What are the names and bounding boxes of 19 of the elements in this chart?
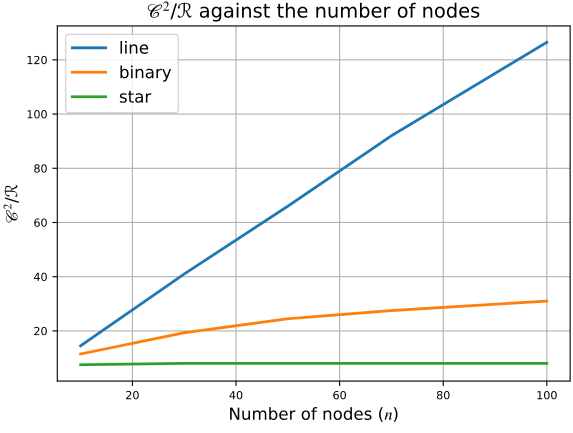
y-tick-label: 60: [34, 218, 47, 227]
y-tick-label: 80: [34, 164, 47, 173]
y-tick-label: 20: [34, 326, 47, 336]
x-tick-label: 60: [333, 390, 346, 400]
legend-label: star: [120, 90, 152, 103]
chart-title: 𝒞$^{2}$/ℛ against the number of nodes: [148, 2, 480, 22]
x-tick-label: 20: [126, 390, 139, 400]
y-tick-label: 100: [28, 110, 47, 118]
line-series: [79, 40, 548, 348]
x-tick-label: 80: [436, 390, 450, 400]
x-tick-label: 100: [537, 390, 557, 400]
legend-label: line: [120, 40, 148, 54]
y-tick-label: 120: [28, 56, 47, 64]
line-series: [79, 300, 548, 356]
x-axis-title: Number of nodes (𝑛): [230, 407, 398, 422]
legend-label: binary: [120, 65, 172, 82]
x-tick-label: 40: [229, 390, 242, 400]
y-axis-title: 𝒞$^{2}$/ℛ: [4, 184, 19, 222]
y-tick-label: 40: [34, 272, 47, 282]
